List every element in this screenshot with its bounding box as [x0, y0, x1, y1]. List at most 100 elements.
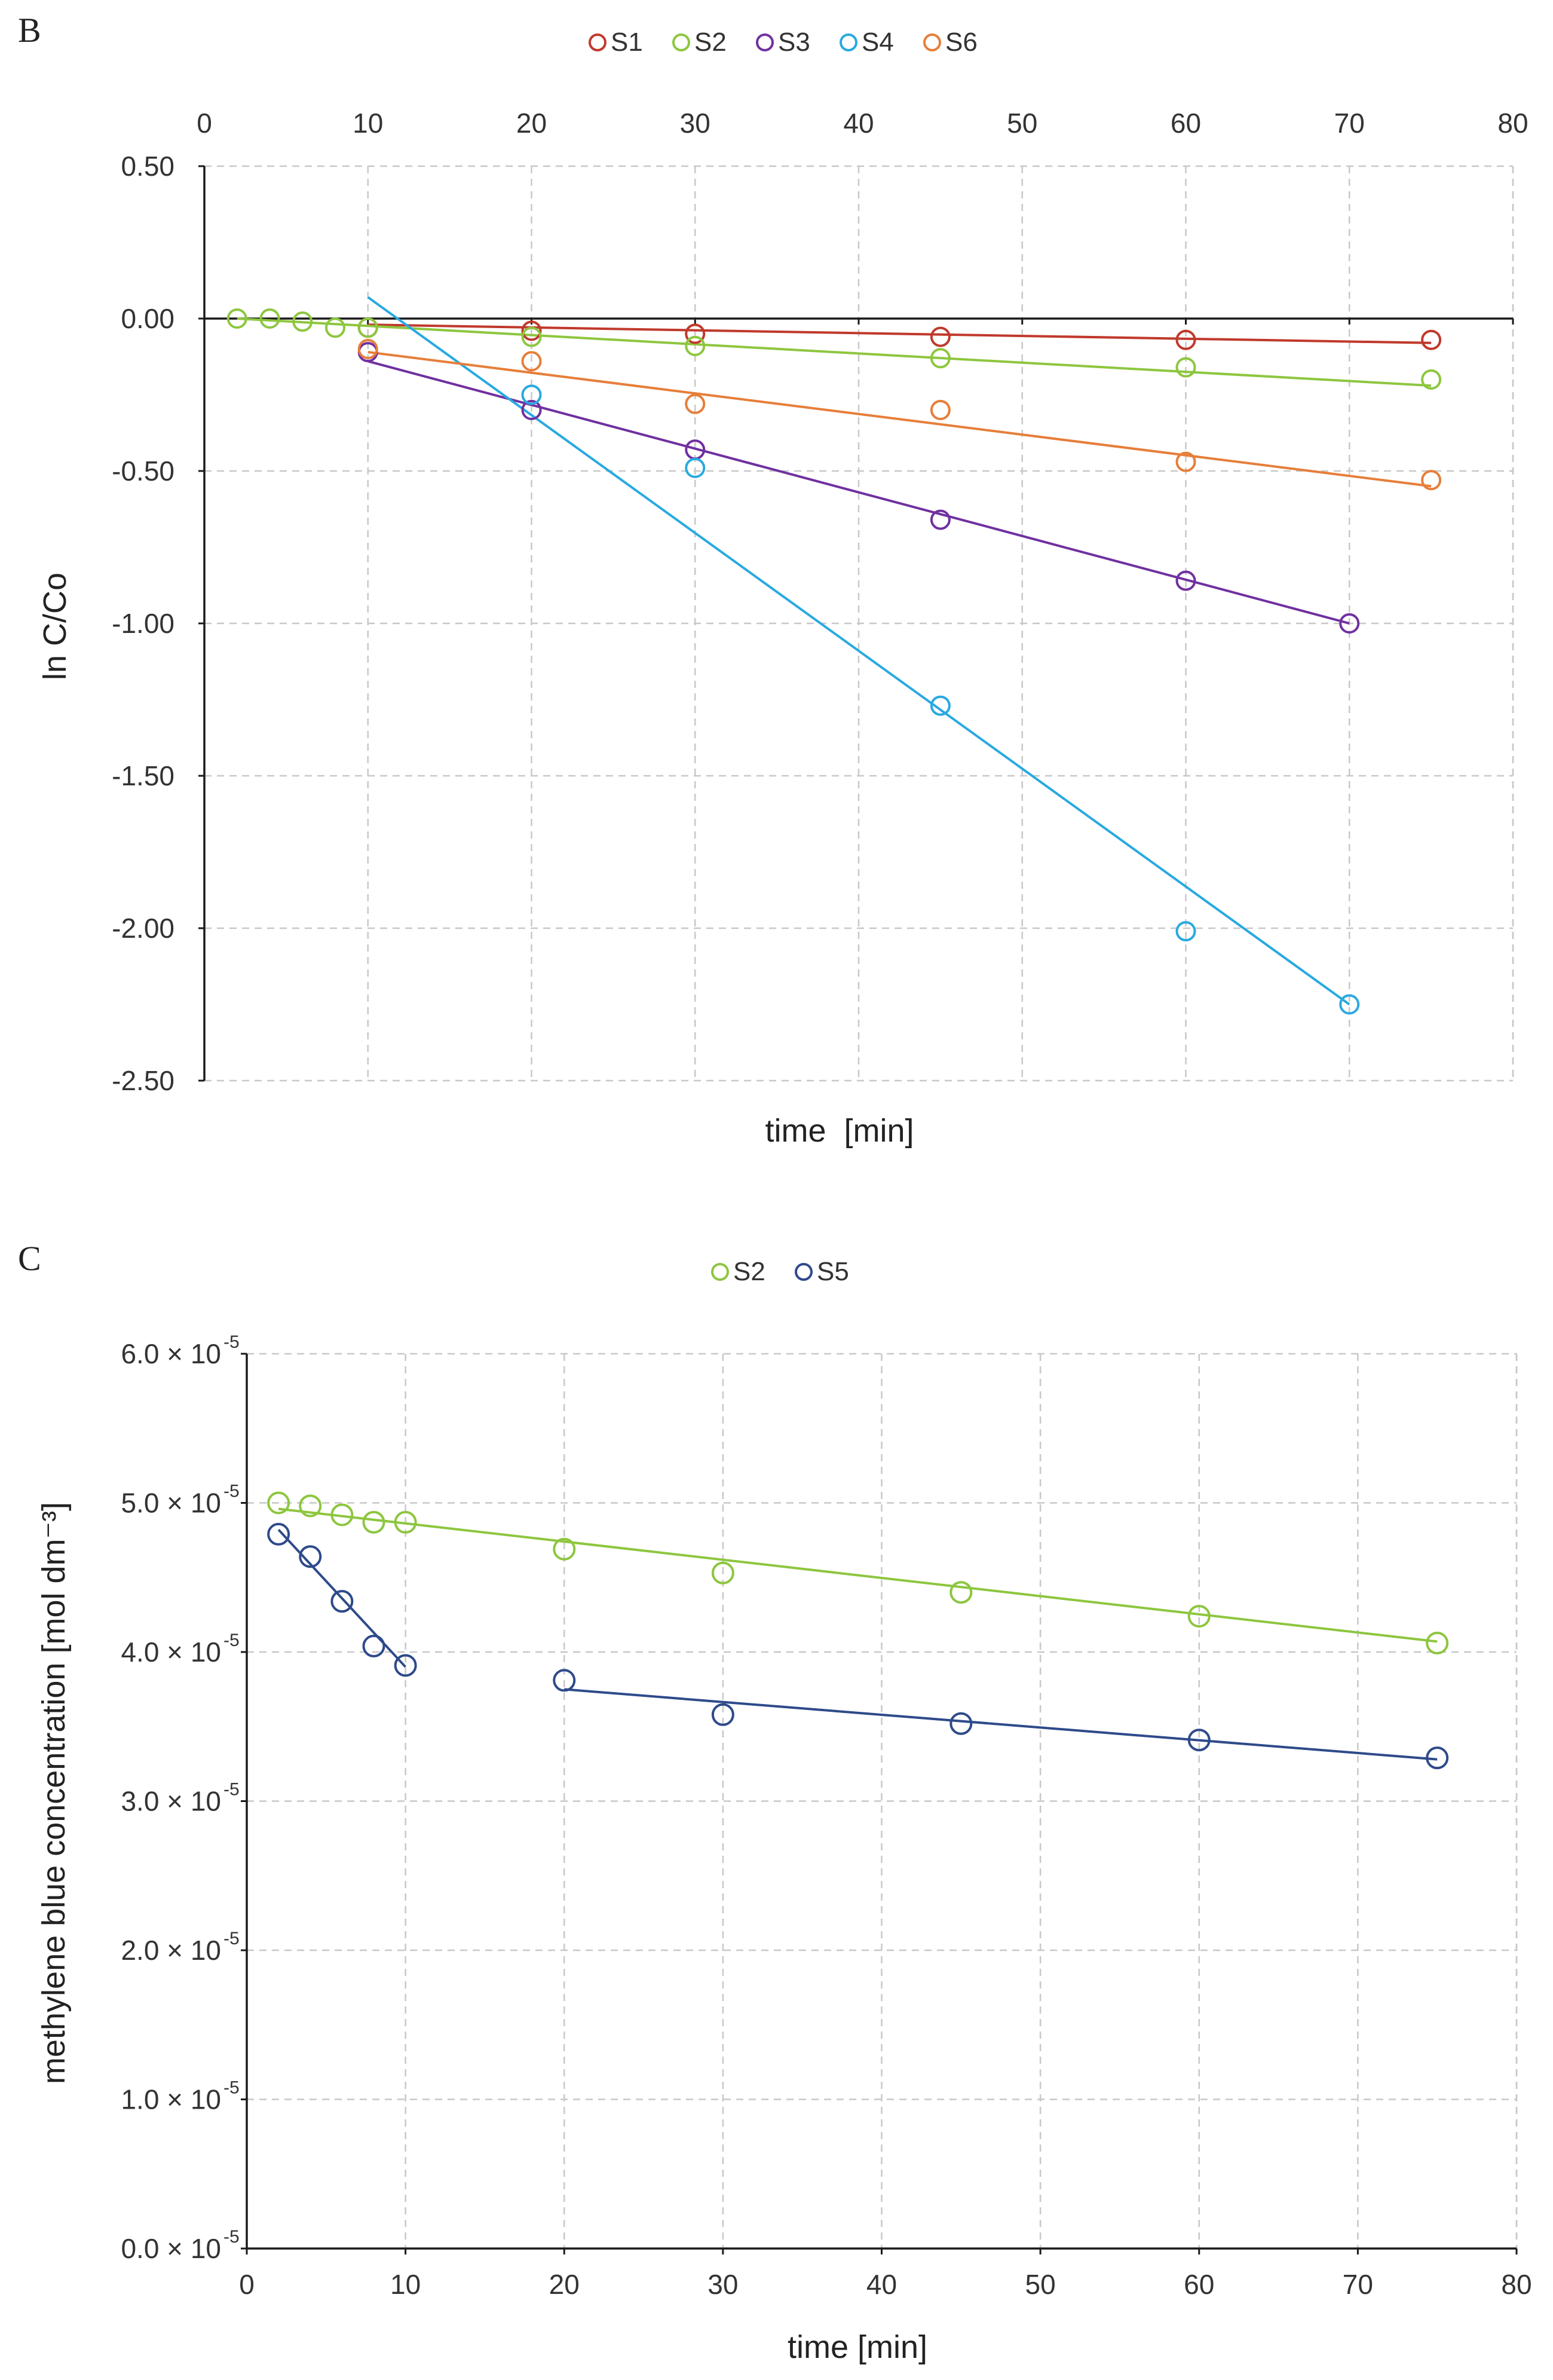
data-point-s4: [1339, 994, 1360, 1015]
y-tick-label: 0.00: [121, 303, 174, 334]
data-point-s5: [330, 1590, 354, 1613]
data-point-s1: [1175, 329, 1196, 350]
y-tick-label: 3.0 × 10: [121, 1786, 221, 1817]
panel-b-y-axis-label: ln C/Co: [37, 573, 73, 680]
data-point-s2: [1175, 357, 1196, 378]
x-tick-label: 10: [353, 108, 383, 139]
x-tick-label: 80: [1497, 108, 1528, 139]
legend-label-s3: S3: [778, 27, 810, 57]
x-tick-label: 30: [680, 108, 710, 139]
data-point-s5: [949, 1712, 973, 1735]
x-tick-label: 20: [549, 2269, 580, 2300]
data-point-s4: [521, 384, 542, 405]
y-tick-label: 5.0 × 10: [121, 1488, 221, 1519]
y-tick-label: -2.00: [112, 913, 174, 944]
y-tick-label: 1.0 × 10: [121, 2084, 221, 2115]
x-tick-label: 70: [1343, 2269, 1373, 2300]
data-point-s4: [685, 457, 706, 478]
data-point-s6: [357, 339, 378, 359]
legend-label-s4: S4: [862, 27, 894, 57]
legend-marker-s2: [672, 33, 690, 51]
legend-marker-s4: [840, 33, 857, 51]
data-point-s3: [1175, 570, 1196, 591]
data-point-s5: [394, 1654, 417, 1677]
data-point-s2: [394, 1510, 417, 1534]
x-tick-label: 70: [1334, 108, 1365, 139]
fit-line-s5: [277, 1529, 407, 1668]
panel-c-chart: C S2 S5 0 10 20 30 40 50 60 70 806.0 × 10 -55.0 × …: [18, 1239, 1532, 2365]
x-tick-label: 50: [1007, 108, 1037, 139]
fit-line-s6: [367, 351, 1432, 488]
data-point-s2: [1421, 369, 1442, 390]
panel-b-legend: S1 S2 S3 S4 S6: [589, 27, 978, 57]
data-point-s5: [711, 1703, 734, 1726]
data-point-s6: [1421, 470, 1442, 491]
data-point-s4: [1175, 921, 1196, 942]
legend-label-s5: S5: [817, 1257, 849, 1286]
data-point-s2: [325, 317, 345, 338]
y-tick-label: 2.0 × 10: [121, 1935, 221, 1966]
data-point-s5: [1426, 1746, 1449, 1770]
y-tick-label: -1.50: [112, 760, 174, 791]
data-point-s1: [930, 326, 951, 347]
panel-c-axes: 0 10 20 30 40 50 60 70 806.0 × 10 -55.0 × 10 -54.0…: [121, 1332, 1531, 2300]
legend-label-s2: S2: [733, 1257, 765, 1286]
panel-c-x-axis-label: time [min]: [788, 2329, 927, 2365]
data-point-s2: [226, 308, 247, 329]
data-point-s2: [521, 326, 542, 347]
fit-line-s2: [278, 1507, 1438, 1643]
legend-label-s2: S2: [694, 27, 727, 57]
data-point-s5: [362, 1635, 385, 1658]
data-point-s2: [330, 1503, 354, 1526]
x-tick-label: 30: [707, 2269, 738, 2300]
legend-label-s6: S6: [945, 27, 978, 57]
y-tick-exponent: -5: [223, 2227, 240, 2247]
data-point-s2: [292, 311, 313, 332]
legend-marker-s6: [923, 33, 941, 51]
fit-line-s1: [367, 323, 1432, 344]
data-point-s6: [930, 400, 951, 420]
data-point-s2: [930, 348, 951, 369]
panel-c-legend: S2 S5: [711, 1257, 849, 1286]
y-tick-exponent: -5: [223, 1929, 240, 1948]
data-point-s2: [553, 1537, 576, 1561]
y-tick-label: 4.0 × 10: [121, 1636, 221, 1668]
y-tick-label: 6.0 × 10: [121, 1338, 221, 1369]
panel-c-letter: C: [18, 1239, 41, 1278]
data-point-s5: [299, 1545, 322, 1568]
data-point-s5: [553, 1669, 576, 1692]
y-tick-label: -1.00: [112, 608, 174, 639]
x-tick-label: 0: [197, 108, 212, 139]
panel-c-fit-lines: [277, 1507, 1438, 1761]
data-point-s2: [949, 1581, 973, 1604]
x-tick-label: 60: [1184, 2269, 1214, 2300]
data-point-s2: [1187, 1605, 1211, 1628]
panel-b-axes: 0 10 20 30 40 50 60 70 80 0.50 0.00 -0.50 -1.00 -1.50…: [112, 108, 1528, 1096]
data-point-s6: [1175, 451, 1196, 472]
data-point-s2: [362, 1510, 385, 1534]
data-point-s2: [711, 1561, 734, 1584]
x-tick-label: 20: [516, 108, 547, 139]
panel-b-fit-lines: [237, 296, 1432, 1006]
y-tick-exponent: -5: [223, 1780, 240, 1800]
x-tick-label: 40: [843, 108, 874, 139]
data-point-s2: [685, 335, 706, 356]
panel-c-gridlines: [247, 1353, 1518, 2249]
x-tick-label: 50: [1025, 2269, 1056, 2300]
legend-marker-s1: [589, 33, 607, 51]
legend-marker-s2: [711, 1263, 729, 1281]
data-point-s1: [521, 320, 542, 341]
panel-b-letter: B: [18, 11, 41, 50]
data-point-s2: [267, 1491, 290, 1515]
data-point-s2: [259, 308, 280, 329]
x-tick-label: 40: [866, 2269, 897, 2300]
y-tick-exponent: -5: [223, 1332, 240, 1352]
panel-b-x-axis-label: time [min]: [765, 1113, 914, 1149]
panel-b-chart: B S1 S2 S3 S4 S6 0 10 20 30 40 50 60 70 80 0.50 0.00 -0…: [18, 11, 1529, 1149]
legend-marker-s3: [756, 33, 774, 51]
x-tick-label: 0: [239, 2269, 255, 2300]
x-tick-label: 10: [390, 2269, 421, 2300]
data-point-s2: [1426, 1632, 1449, 1655]
y-tick-label: 0.0 × 10: [121, 2233, 221, 2264]
